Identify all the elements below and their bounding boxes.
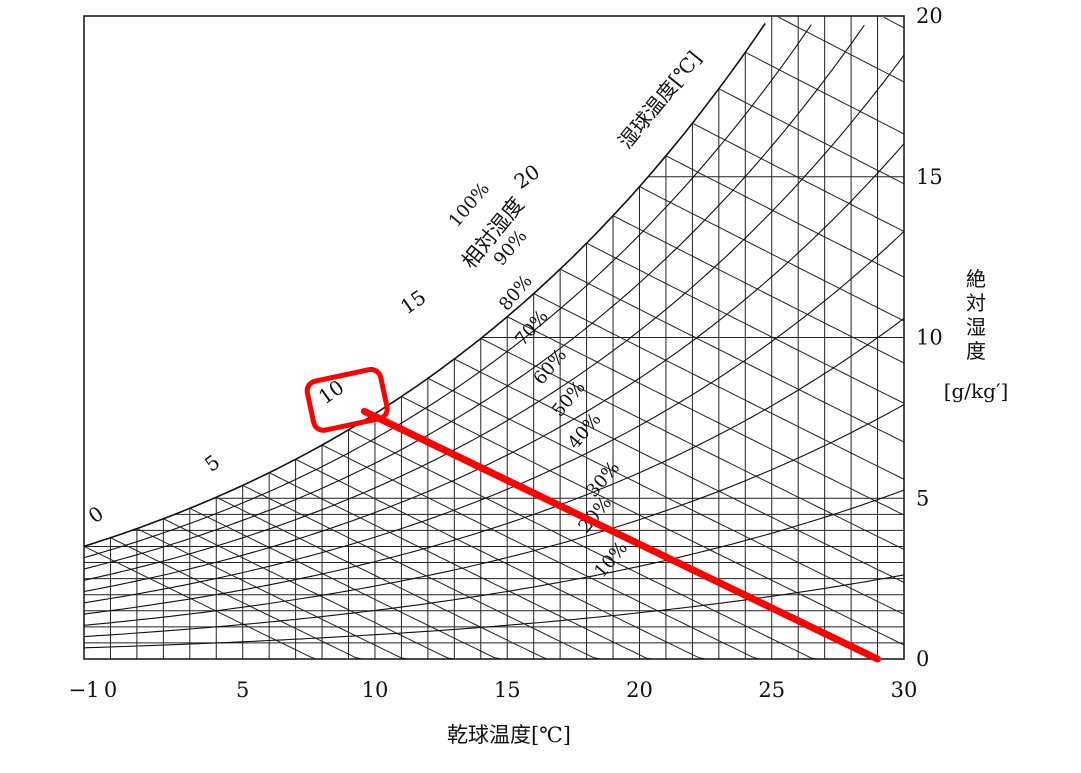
x-tick-label: 30: [891, 678, 918, 702]
wet-bulb-line: [189, 507, 501, 660]
rh-curve-10: [83, 574, 905, 649]
highlight-line: [360, 407, 881, 663]
wet-bulb-line: [883, 17, 905, 29]
rh-label-50: 50%: [548, 377, 590, 421]
rh-curve-50: [83, 230, 905, 604]
wet-bulb-line: [586, 242, 905, 404]
highlight-annotation: [304, 367, 881, 663]
rh-curve-70: [83, 54, 905, 581]
rh-curve-100: [83, 23, 766, 548]
x-axis-label: 乾球温度[℃]: [447, 723, 571, 747]
wet-bulb-line: [506, 316, 905, 516]
x-axis: −1 0 5 10 15 20 25 30: [69, 678, 918, 702]
x-tick-label: 10: [362, 678, 389, 702]
wet-bulb-line: [533, 293, 905, 480]
rh-curve-90: [83, 24, 812, 559]
rh-curve-80: [83, 24, 865, 570]
wet-bulb-line: [242, 484, 600, 660]
wet-bulb-line: [665, 155, 905, 278]
x-tick-label: 20: [626, 678, 653, 702]
rh-curve-40: [83, 317, 905, 615]
wet-bulb-line: [612, 215, 905, 364]
x-tick-label: 15: [494, 678, 521, 702]
wet-bulb-label-5: 5: [200, 450, 224, 477]
x-tick-label: 25: [758, 678, 785, 702]
wet-bulb-line: [295, 458, 706, 660]
grid-layer: [83, 16, 905, 660]
wet-bulb-line: [454, 358, 905, 583]
rh-curve-60: [83, 143, 905, 593]
wet-bulb-line: [745, 51, 905, 135]
wet-bulb-line: [348, 429, 819, 660]
y-tick-label: 5: [916, 486, 929, 510]
y-axis: 0 5 10 15 20: [916, 4, 943, 671]
wet-bulb-label-0: 0: [84, 501, 108, 528]
wet-bulb-label-20: 20: [510, 159, 545, 193]
y-axis-label-part: 対: [966, 291, 986, 315]
wet-bulb-line: [427, 377, 905, 615]
x-tick-label: 0: [104, 678, 117, 702]
x-tick-label: −1: [69, 678, 100, 702]
wet-bulb-line: [401, 396, 905, 646]
curve-layer: [83, 23, 905, 649]
wet-bulb-line: [718, 88, 905, 185]
x-tick-label: 5: [236, 678, 249, 702]
y-tick-label: 0: [916, 647, 929, 671]
rh-label-80: 80%: [495, 271, 537, 315]
y-tick-label: 15: [916, 165, 943, 189]
y-axis-label-part: [g/kg′]: [944, 379, 1009, 403]
y-axis-label-part: 度: [966, 339, 986, 363]
wet-bulb-line: [110, 537, 362, 660]
wet-bulb-line: [639, 186, 905, 322]
wet-bulb-line: [559, 268, 905, 443]
wet-bulb-line: [268, 472, 653, 660]
wet-bulb-line: [216, 496, 548, 660]
wet-bulb-line: [136, 528, 409, 660]
wet-bulb-line: [692, 122, 905, 232]
rh-label-60: 60%: [529, 345, 571, 389]
highlight-box: [304, 367, 390, 433]
rh-label-30: 30%: [582, 457, 624, 501]
y-axis-label-part: 絶: [966, 267, 986, 291]
y-axis-label-part: 湿: [966, 315, 986, 339]
y-tick-label: 20: [916, 4, 943, 28]
wet-bulb-line: [321, 444, 759, 660]
plot-frame: [83, 15, 905, 660]
wet-bulb-line: [163, 518, 455, 660]
rh-curve-30: [83, 404, 905, 626]
wet-bulb-label-15: 15: [396, 285, 431, 319]
wet-bulb-line: [778, 16, 905, 83]
y-tick-label: 10: [916, 326, 943, 350]
rh-curve-20: [83, 489, 905, 638]
